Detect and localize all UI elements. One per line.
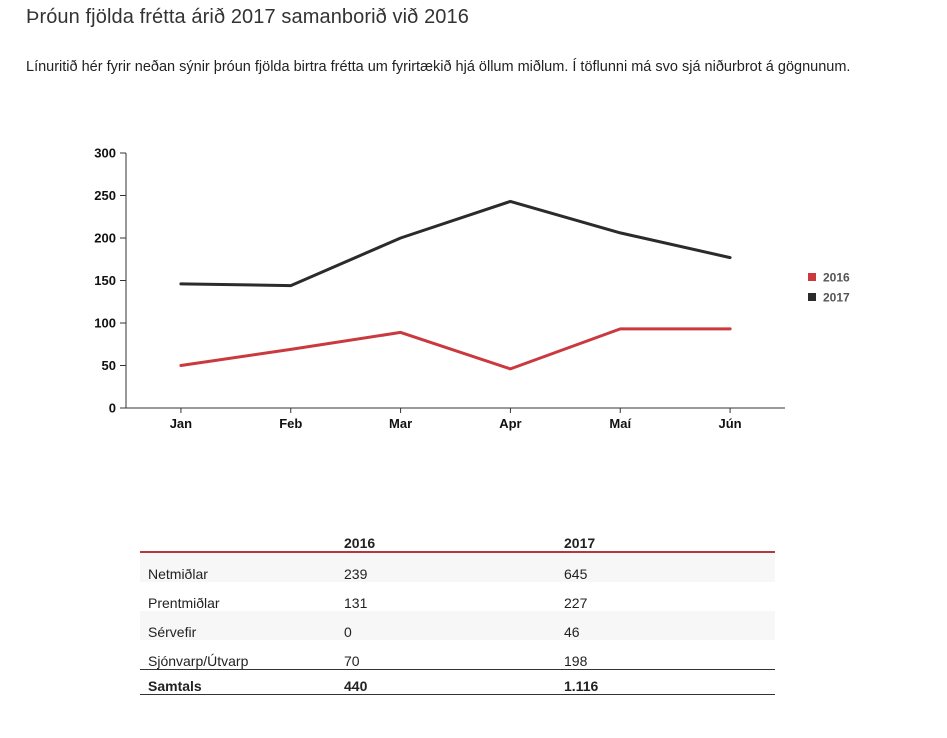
table-row: Prentmiðlar 131 227 (140, 582, 775, 611)
table-header-row: 2016 2017 (140, 530, 775, 553)
row-label: Sjónvarp/Útvarp (148, 653, 249, 669)
table-header-2016: 2016 (344, 530, 564, 553)
y-tick-label: 250 (94, 188, 116, 203)
row-value-2017: 645 (564, 552, 775, 582)
page-description: Línuritið hér fyrir neðan sýnir þróun fj… (26, 59, 851, 75)
y-tick-label: 300 (94, 146, 116, 161)
total-label: Samtals (140, 669, 344, 695)
legend-swatch-2016 (808, 273, 816, 281)
row-label: Sérvefir (140, 611, 344, 640)
x-tick-label: Maí (609, 416, 631, 431)
table-header-label (140, 530, 344, 553)
line-chart: 0 50 100 150 200 250 300 Jan Feb Mar Apr Maí Jún 20… (94, 146, 850, 432)
row-label: Prentmiðlar (148, 595, 220, 611)
legend-label-2017: 2017 (823, 291, 850, 305)
legend-swatch-2017 (808, 293, 816, 301)
row-value-2016: 131 (344, 595, 368, 611)
x-tick-label: Mar (389, 416, 412, 431)
x-tick-label: Feb (279, 416, 302, 431)
summary-table: 2016 2017 Netmiðlar 239 645 Prentmiðlar … (140, 530, 775, 695)
chart-axes (125, 153, 785, 409)
table-header-2017: 2017 (564, 530, 775, 553)
table-row: Sérvefir 0 46 (140, 611, 775, 640)
series-line-2016 (179, 327, 732, 371)
total-value-2017: 1.116 (564, 669, 775, 695)
y-tick-label: 150 (94, 273, 116, 288)
row-value-2016: 0 (344, 611, 564, 640)
table-row: Netmiðlar 239 645 (140, 552, 775, 582)
row-value-2017: 46 (564, 611, 775, 640)
y-axis-ticks: 0 50 100 150 200 250 300 (94, 146, 126, 416)
row-value-2017: 227 (564, 595, 588, 611)
chart-series (179, 199, 732, 371)
x-axis-ticks: Jan Feb Mar Apr Maí Jún (170, 408, 742, 431)
page-title: Þróun fjölda frétta árið 2017 samanborið… (26, 6, 469, 28)
row-value-2016: 70 (344, 653, 360, 669)
row-value-2017: 198 (564, 653, 588, 669)
total-value-2016: 440 (344, 669, 564, 695)
x-tick-label: Jan (170, 416, 192, 431)
y-tick-label: 100 (94, 316, 116, 331)
row-value-2016: 239 (344, 552, 564, 582)
x-tick-label: Jún (719, 416, 742, 431)
legend-label-2016: 2016 (823, 271, 850, 285)
chart-legend: 2016 2017 (808, 271, 850, 305)
y-tick-label: 0 (109, 401, 116, 416)
y-tick-label: 50 (102, 358, 116, 373)
table-row: Sjónvarp/Útvarp 70 198 (140, 640, 775, 670)
x-tick-label: Apr (499, 416, 521, 431)
row-label: Netmiðlar (140, 552, 344, 582)
y-tick-label: 200 (94, 231, 116, 246)
table-total-row: Samtals 440 1.116 (140, 669, 775, 695)
series-line-2017 (179, 199, 732, 288)
